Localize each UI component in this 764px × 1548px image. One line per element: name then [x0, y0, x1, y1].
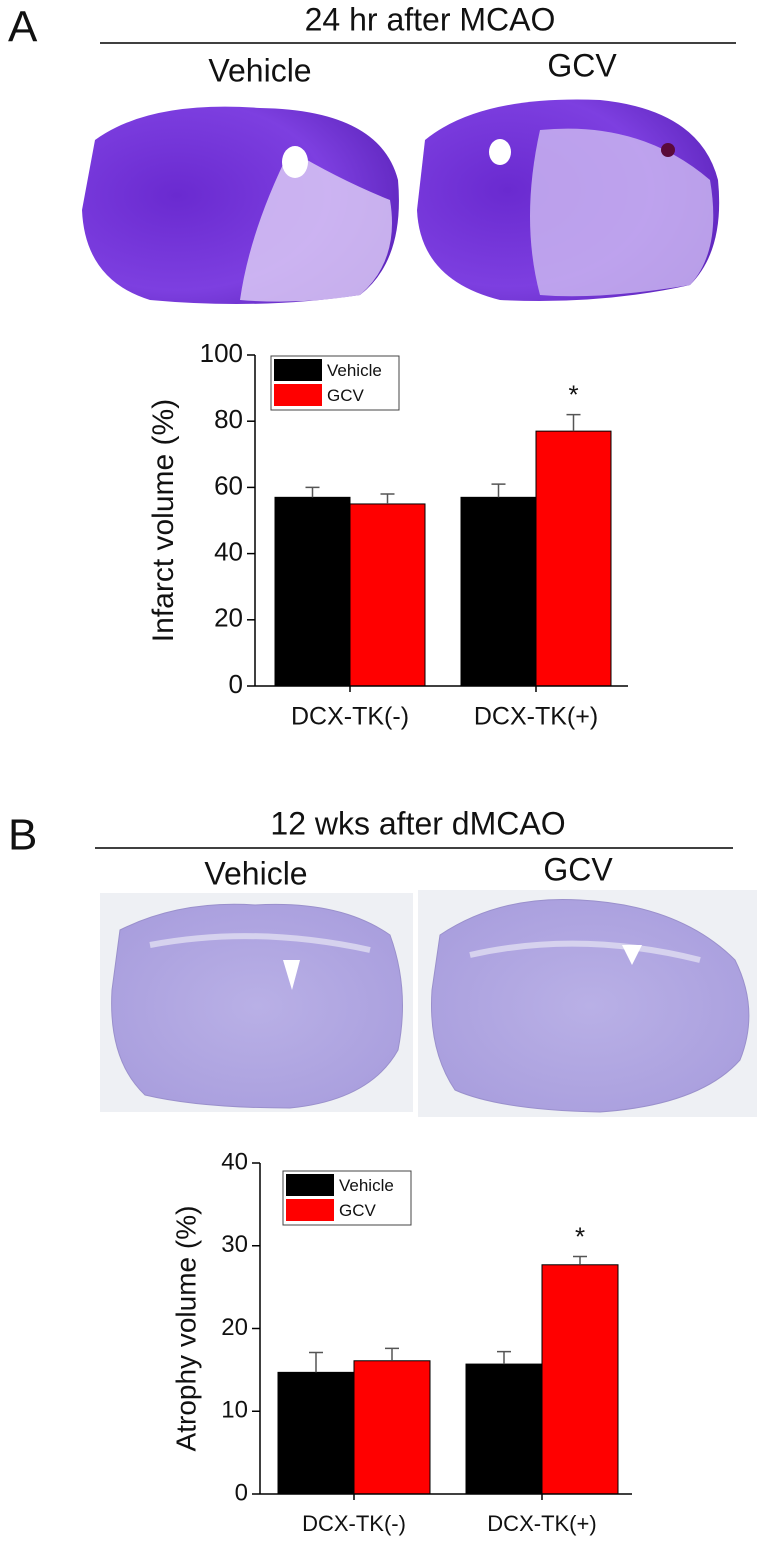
brain-image: [417, 99, 720, 301]
y-tick-label: 10: [221, 1397, 248, 1424]
legend-swatch: [274, 359, 322, 381]
error-bar: [380, 493, 395, 504]
error-bar: [309, 1351, 323, 1373]
panel-title: 12 wks after dMCAO: [270, 805, 565, 841]
legend-label: GCV: [339, 1201, 377, 1220]
significance-marker: *: [575, 1221, 585, 1251]
x-tick-label: DCX-TK(-): [291, 703, 409, 731]
brain-image: [431, 898, 750, 1113]
significance-marker: *: [568, 379, 578, 409]
bar: [460, 496, 537, 687]
y-tick-label: 0: [235, 1479, 248, 1506]
panel-title: 24 hr after MCAO: [305, 1, 556, 37]
bar: [274, 496, 351, 687]
image-label: GCV: [547, 47, 617, 83]
error-bar: [497, 1350, 511, 1365]
legend-label: GCV: [327, 386, 365, 405]
legend-swatch: [286, 1174, 334, 1196]
bar: [535, 430, 612, 687]
y-tick-label: 60: [214, 470, 243, 500]
y-tick-label: 40: [214, 536, 243, 566]
image-label: Vehicle: [208, 52, 311, 88]
bar: [353, 1360, 431, 1495]
y-axis-label: Atrophy volume (%): [170, 1206, 201, 1452]
error-bar: [573, 1255, 587, 1265]
panel-label: B: [8, 811, 37, 860]
error-bar: [566, 413, 581, 432]
x-tick-label: DCX-TK(+): [474, 703, 598, 731]
bar: [541, 1264, 619, 1495]
error-bar: [385, 1347, 399, 1361]
legend-label: Vehicle: [327, 361, 382, 380]
y-tick-label: 20: [214, 603, 243, 633]
image-label: Vehicle: [204, 855, 307, 891]
y-axis-label: Infarct volume (%): [147, 399, 180, 642]
brain-image: [82, 106, 399, 304]
legend-swatch: [274, 384, 322, 406]
x-tick-label: DCX-TK(+): [487, 1511, 596, 1536]
brain-image: [111, 903, 403, 1109]
bar: [277, 1371, 355, 1495]
y-tick-label: 100: [200, 338, 243, 368]
x-tick-label: DCX-TK(-): [302, 1511, 406, 1536]
image-label: GCV: [543, 851, 613, 887]
legend-swatch: [286, 1199, 334, 1221]
y-tick-label: 40: [221, 1148, 248, 1175]
bar: [465, 1363, 543, 1495]
panel-label: A: [8, 3, 38, 52]
bar: [349, 503, 426, 687]
y-tick-label: 0: [229, 669, 243, 699]
y-tick-label: 80: [214, 404, 243, 434]
error-bar: [491, 483, 506, 498]
error-bar: [305, 486, 320, 498]
legend-label: Vehicle: [339, 1176, 394, 1195]
y-tick-label: 20: [221, 1314, 248, 1341]
y-tick-label: 30: [221, 1231, 248, 1258]
